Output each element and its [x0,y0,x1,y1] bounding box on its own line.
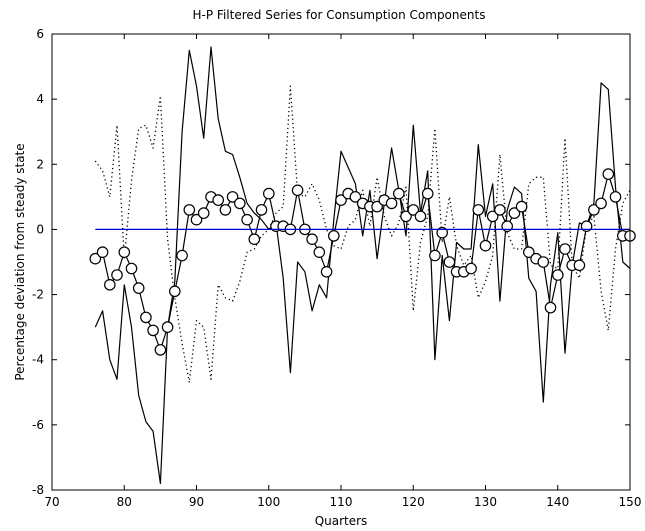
series-3-point [602,168,615,180]
series-3-point [154,344,167,356]
series-3-point [132,282,145,294]
series-3-point [544,301,557,314]
series-3-point [508,207,521,219]
series-3-point [472,204,485,216]
x-tick-label: 150 [619,495,642,509]
plot-area [89,46,636,485]
series-3-point [248,233,261,245]
x-tick-label: 80 [117,495,132,509]
series-3-point [465,262,477,275]
series-3-point [197,207,210,219]
series-3-point [190,213,203,226]
series-3-point [595,197,607,210]
series-3-point [147,324,159,337]
y-tick-label: -8 [32,483,44,497]
y-tick-label: 0 [36,222,44,236]
x-tick-label: 110 [330,495,353,509]
series-3-point [443,256,456,268]
series-3-point [234,197,246,210]
y-tick-label: -6 [32,418,44,432]
x-axis-label: Quarters [315,514,368,528]
series-3-point [327,230,340,242]
series-3-point [226,191,239,203]
x-tick-label: 70 [44,495,59,509]
series-3-point [104,278,116,291]
chart-title: H-P Filtered Series for Consumption Comp… [193,8,486,22]
series-3-point [262,187,275,200]
x-tick-label: 90 [189,495,204,509]
series-3-point [125,262,138,275]
series-3-point [89,252,102,265]
series-3-point [255,204,268,216]
series-3-point [559,243,571,255]
x-tick-label: 140 [546,495,569,509]
series-line-2 [94,85,631,384]
series-3-point [183,204,196,216]
series-3-point [118,246,131,258]
y-axis-label: Percentage deviation from steady state [13,143,27,380]
series-3-point [436,226,448,239]
series-3-point [515,200,528,213]
series-3-point [407,204,420,216]
series-3-point [588,204,600,216]
series-3-point [479,239,492,252]
series-3-point [551,269,564,281]
series-3-point [169,285,181,298]
series-3-point [241,213,253,226]
series-3-point [429,249,441,262]
series-3-point [291,184,304,197]
x-tick-label: 120 [402,495,425,509]
series-3-point [392,187,405,200]
series-3-point [212,194,224,206]
y-tick-label: 6 [36,27,44,41]
series-3-point [161,321,174,333]
series-3-point [313,246,326,258]
series-3-point [219,204,232,216]
y-tick-label: 2 [36,157,44,171]
series-3-point [349,191,362,203]
series-3-point [400,210,412,223]
series-3-point [486,210,499,223]
series-line-1 [94,46,631,485]
series-3-point [371,200,383,213]
series-3-point [306,233,318,245]
series-3-point [414,210,427,223]
series-3-point [421,187,434,200]
y-tick-label: 4 [36,92,44,106]
series-3-point [522,246,535,258]
series-3-point [537,256,550,268]
series-3-point [111,269,123,281]
x-tick-label: 100 [257,495,280,509]
series-3-point [609,191,622,203]
y-tick-label: -4 [32,353,44,367]
series-3-point [176,249,188,262]
axes: 70 80 90 100 110 120 130 140 150 -8 -6 -4 -2 0 2 4 6 [32,27,641,509]
series-3-point [385,197,398,210]
y-tick-label: -2 [32,288,44,302]
x-tick-label: 130 [474,495,497,509]
series-3-point [573,259,586,272]
series-3-point [494,204,506,216]
series-3-point [335,194,347,206]
series-3-point [96,246,109,258]
series-3-point [320,265,333,278]
series-3-point [140,311,152,324]
